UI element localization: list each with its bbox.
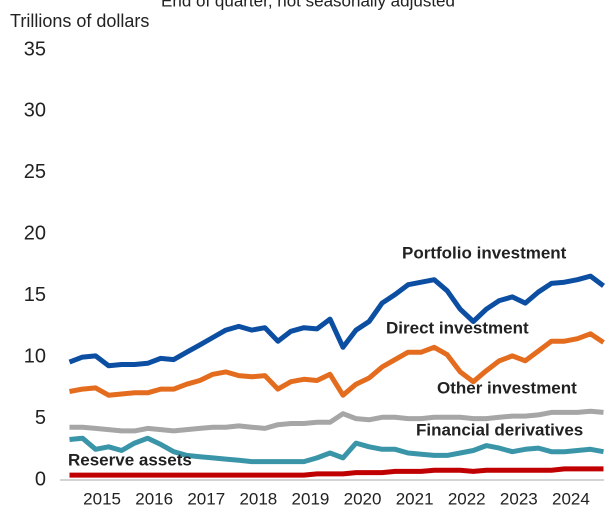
x-tick-label: 2024 bbox=[552, 489, 590, 508]
y-tick-label: 15 bbox=[24, 284, 46, 306]
series-label: Portfolio investment bbox=[402, 243, 567, 262]
y-axis-label: Trillions of dollars bbox=[10, 11, 149, 31]
y-tick-label: 35 bbox=[24, 38, 46, 60]
y-tick-label: 30 bbox=[24, 100, 46, 122]
x-tick-label: 2021 bbox=[396, 489, 434, 508]
chart-subtitle: End of quarter, not seasonally adjusted bbox=[161, 0, 455, 10]
series-label: Reserve assets bbox=[68, 450, 192, 469]
x-tick-label: 2017 bbox=[187, 489, 225, 508]
y-tick-label: 25 bbox=[24, 161, 46, 183]
series-label: Other investment bbox=[437, 378, 577, 397]
series-line bbox=[69, 435, 604, 465]
x-tick-label: 2020 bbox=[344, 489, 382, 508]
series-label: Financial derivatives bbox=[416, 420, 583, 439]
series-line bbox=[69, 466, 604, 478]
series-label: Direct investment bbox=[386, 318, 529, 337]
x-tick-label: 2016 bbox=[135, 489, 173, 508]
x-tick-label: 2023 bbox=[500, 489, 538, 508]
y-tick-label: 0 bbox=[35, 468, 46, 490]
y-tick-label: 20 bbox=[24, 223, 46, 245]
x-tick-label: 2015 bbox=[83, 489, 121, 508]
series-line bbox=[68, 273, 606, 369]
y-tick-label: 10 bbox=[24, 345, 46, 367]
x-tick-label: 2018 bbox=[239, 489, 277, 508]
y-tick-label: 5 bbox=[35, 407, 46, 429]
series-line bbox=[69, 408, 604, 434]
x-tick-label: 2022 bbox=[448, 489, 486, 508]
x-tick-label: 2019 bbox=[292, 489, 330, 508]
series-line bbox=[69, 331, 605, 398]
